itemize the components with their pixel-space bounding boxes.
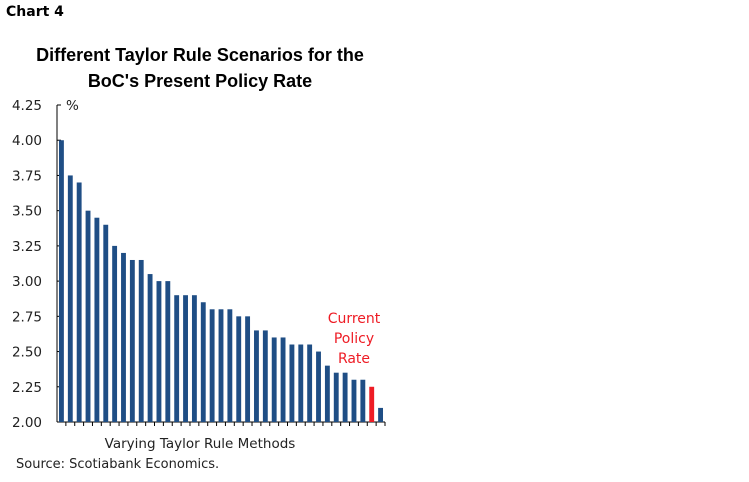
bar: [129, 259, 135, 422]
y-tick-label: 2.75: [12, 309, 42, 325]
bar: [121, 252, 126, 422]
y-tick-label: 2.25: [12, 380, 42, 396]
bar: [360, 379, 366, 422]
bar: [271, 337, 277, 422]
bar: [262, 330, 268, 422]
bar: [227, 309, 233, 422]
bar: [174, 295, 180, 422]
bar: [316, 351, 321, 422]
y-tick-label: 2.00: [12, 415, 42, 431]
bar: [218, 309, 224, 422]
bar: [298, 344, 304, 422]
bar: [324, 365, 330, 422]
source-note: Source: Scotiabank Economics.: [16, 457, 220, 472]
bar: [254, 330, 259, 422]
y-tick-label: 3.25: [12, 239, 42, 255]
bar: [138, 259, 144, 422]
bar: [236, 316, 242, 422]
bar: [351, 379, 357, 422]
bar: [307, 344, 313, 422]
y-tick-label: 3.00: [12, 274, 42, 290]
bar: [112, 245, 118, 422]
y-axis-unit: %: [66, 98, 79, 114]
chart-label: Chart 4: [6, 4, 64, 20]
chart-title-line-1: Different Taylor Rule Scenarios for the: [36, 45, 364, 65]
y-tick-label: 3.75: [12, 168, 42, 184]
y-tick-label: 3.50: [12, 204, 42, 220]
bar: [342, 372, 348, 422]
chart-title-line-2: BoC's Present Policy Rate: [87, 71, 313, 91]
bar: [85, 210, 91, 422]
x-axis-label: Varying Taylor Rule Methods: [105, 436, 296, 452]
bar: [58, 140, 64, 422]
bar: [147, 274, 153, 422]
bar: [245, 316, 251, 422]
bar: [103, 224, 109, 422]
bar: [333, 372, 339, 422]
chart-title: Different Taylor Rule Scenarios for the …: [0, 42, 400, 94]
bar: [378, 407, 384, 422]
bar-current-policy-rate: [369, 386, 375, 422]
annotation-line-1: Current: [328, 311, 381, 327]
bar: [67, 175, 73, 422]
bar: [76, 182, 82, 422]
bar: [165, 281, 171, 422]
y-tick-label: 4.00: [12, 133, 42, 149]
annotation-line-2: Policy: [334, 331, 374, 347]
bar: [209, 309, 215, 422]
y-tick-label: 4.25: [12, 98, 42, 114]
annotation-line-3: Rate: [338, 351, 370, 367]
bar: [289, 344, 295, 422]
bar: [94, 217, 100, 422]
y-tick-label: 2.50: [12, 345, 42, 361]
bar: [200, 302, 206, 422]
bar: [183, 295, 188, 422]
bar: [191, 295, 197, 422]
bar: [280, 337, 286, 422]
bar: [156, 281, 162, 422]
